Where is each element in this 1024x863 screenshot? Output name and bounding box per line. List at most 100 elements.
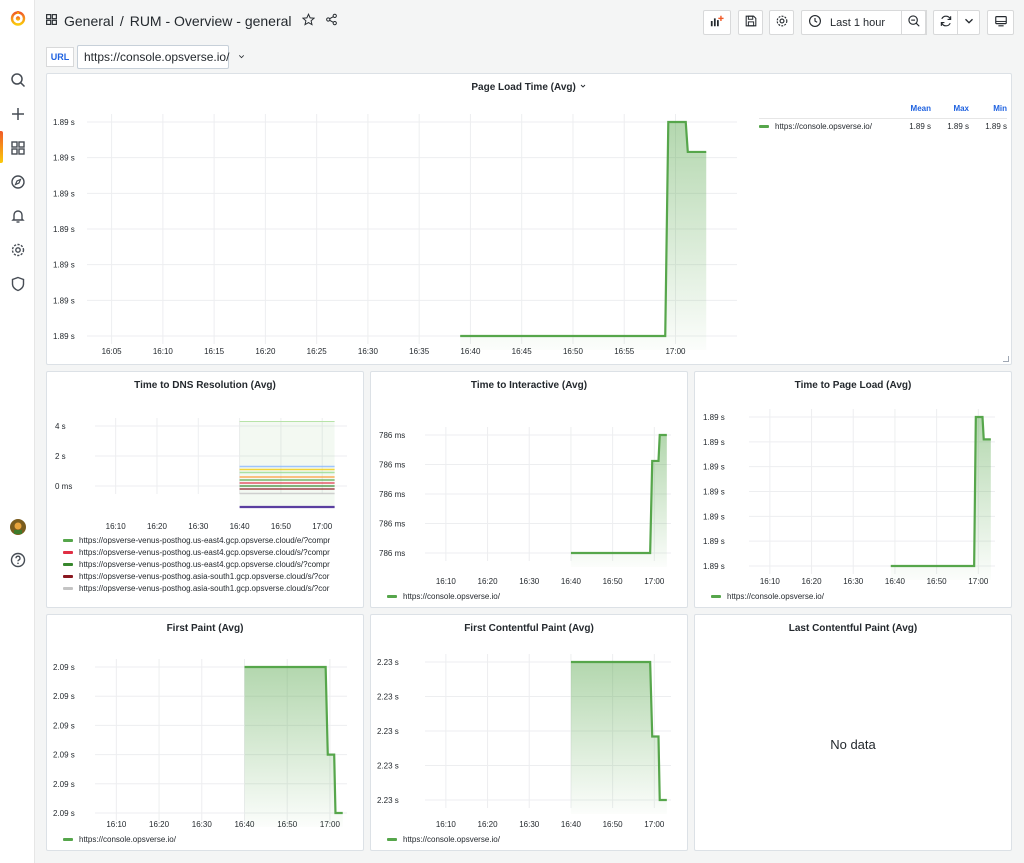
- panel-title[interactable]: Time to DNS Resolution (Avg): [134, 380, 276, 391]
- dashboard-title[interactable]: RUM - Overview - general: [129, 13, 292, 29]
- alert-bell-icon[interactable]: [0, 203, 35, 229]
- panel-title[interactable]: Last Contentful Paint (Avg): [788, 623, 918, 634]
- legend-item[interactable]: https://console.opsverse.io/: [63, 833, 176, 845]
- shield-icon[interactable]: [0, 271, 35, 297]
- panel-title[interactable]: Time to Page Load (Avg): [794, 380, 912, 391]
- panel-last-contentful-paint: Last Contentful Paint (Avg) No data: [694, 614, 1012, 851]
- search-icon[interactable]: [0, 67, 35, 93]
- y-tick-label: 1.89 s: [703, 413, 725, 422]
- refresh-interval-dropdown[interactable]: [957, 10, 980, 35]
- sidebar-active-indicator: [0, 131, 3, 163]
- x-tick-label: 16:10: [153, 347, 174, 356]
- panel-title[interactable]: Page Load Time (Avg): [47, 82, 1011, 93]
- grafana-logo[interactable]: [0, 5, 35, 31]
- legend-item[interactable]: https://opsverse-venus-posthog.asia-sout…: [63, 582, 330, 594]
- chart-time-to-interactive[interactable]: 786 ms 786 ms 786 ms 786 ms 786 ms 16:10 16:20…: [371, 372, 689, 590]
- legend-header-min[interactable]: Min: [993, 104, 1007, 113]
- help-icon[interactable]: [0, 547, 35, 573]
- x-tick-label: 16:45: [512, 347, 533, 356]
- series-color-swatch[interactable]: [63, 550, 73, 554]
- series-color-swatch[interactable]: [387, 594, 397, 598]
- x-tick-label: 17:00: [644, 577, 665, 586]
- legend-item[interactable]: https://console.opsverse.io/: [387, 590, 500, 602]
- series-color-swatch[interactable]: [63, 574, 73, 578]
- series-color-swatch[interactable]: [759, 125, 769, 128]
- legend-header-mean[interactable]: Mean: [910, 104, 931, 113]
- panel-title[interactable]: First Paint (Avg): [166, 623, 244, 634]
- y-tick-label: 2.23 s: [377, 658, 399, 667]
- y-tick-label: 2 s: [55, 452, 66, 461]
- series-color-swatch[interactable]: [387, 837, 397, 841]
- series-line: [570, 433, 667, 555]
- series-area: [890, 417, 991, 580]
- zoom-out-button[interactable]: [901, 10, 926, 35]
- chart-page-load-time[interactable]: 1.89 s 1.89 s 1.89 s 1.89 s 1.89 s 1.89 s 1.89…: [47, 74, 759, 366]
- share-icon[interactable]: [325, 13, 338, 29]
- legend-item[interactable]: https://opsverse-venus-posthog.us-east4.…: [63, 546, 330, 558]
- dashboard-settings-button[interactable]: [769, 10, 794, 35]
- star-icon[interactable]: [301, 13, 315, 29]
- x-tick-label: 16:50: [603, 820, 624, 829]
- legend-table-row[interactable]: https://console.opsverse.io/ 1.89 s 1.89…: [759, 118, 1007, 132]
- y-tick-label: 1.89 s: [703, 438, 725, 447]
- x-tick-label: 16:55: [614, 347, 635, 356]
- legend: https://console.opsverse.io/: [711, 590, 824, 602]
- series-color-swatch[interactable]: [63, 586, 73, 590]
- x-tick-label: 17:00: [644, 820, 665, 829]
- legend-min-value: 1.89 s: [985, 122, 1007, 131]
- series-color-swatch[interactable]: [63, 538, 73, 542]
- legend-item[interactable]: https://opsverse-venus-posthog.us-east4.…: [63, 558, 330, 570]
- series-line: [890, 415, 991, 568]
- x-tick-label: 16:40: [561, 577, 582, 586]
- tv-mode-icon: [994, 14, 1008, 31]
- gear-icon[interactable]: [0, 237, 35, 263]
- avatar[interactable]: [0, 514, 35, 540]
- breadcrumb-folder[interactable]: General: [64, 13, 114, 29]
- x-tick-label: 16:10: [106, 820, 127, 829]
- legend-item[interactable]: https://opsverse-venus-posthog.us-east4.…: [63, 534, 330, 546]
- tv-mode-button[interactable]: [987, 10, 1014, 35]
- y-tick-label: 0 ms: [55, 482, 72, 491]
- x-tick-label: 16:30: [519, 820, 540, 829]
- legend-item[interactable]: https://console.opsverse.io/: [387, 833, 500, 845]
- y-tick-label: 1.89 s: [703, 463, 725, 472]
- refresh-icon: [939, 14, 953, 31]
- series-line: [570, 660, 667, 802]
- resize-handle[interactable]: [1003, 356, 1009, 362]
- plus-icon[interactable]: [0, 101, 35, 127]
- series-color-swatch[interactable]: [63, 837, 73, 841]
- panel-first-contentful-paint: First Contentful Paint (Avg) 2.23 s 2.23 …: [370, 614, 688, 851]
- series-color-swatch[interactable]: [63, 562, 73, 566]
- y-tick-label: 1.89 s: [53, 296, 75, 305]
- series-color-swatch[interactable]: [711, 594, 721, 598]
- chevron-down-icon: [962, 14, 976, 31]
- chart-first-paint[interactable]: 2.09 s 2.09 s 2.09 s 2.09 s 2.09 s 2.09 s 16:1…: [47, 615, 365, 833]
- x-tick-label: 16:10: [436, 577, 457, 586]
- explore-icon[interactable]: [0, 169, 35, 195]
- panel-title[interactable]: Time to Interactive (Avg): [470, 380, 588, 391]
- add-panel-button[interactable]: [703, 10, 731, 35]
- chevron-down-icon: [237, 50, 246, 64]
- x-tick-label: 16:25: [307, 347, 328, 356]
- url-variable-label: URL: [46, 47, 74, 67]
- legend-item[interactable]: https://console.opsverse.io/: [711, 590, 824, 602]
- dashboards-icon[interactable]: [0, 135, 35, 161]
- chart-time-to-page-load[interactable]: 1.89 s 1.89 s 1.89 s 1.89 s 1.89 s 1.89 s 1.89…: [695, 372, 1013, 590]
- chart-first-contentful-paint[interactable]: 2.23 s 2.23 s 2.23 s 2.23 s 2.23 s 16:10 16:20…: [371, 615, 689, 833]
- y-tick-label: 2.09 s: [53, 809, 75, 818]
- x-tick-label: 16:30: [192, 820, 213, 829]
- chart-dns-resolution[interactable]: 4 s 2 s 0 ms 16:10 16:20 16:30 16:40 16:50 17:00: [47, 372, 364, 532]
- url-variable-select[interactable]: https://console.opsverse.io/: [77, 45, 245, 69]
- x-tick-label: 16:50: [563, 347, 584, 356]
- panel-title[interactable]: First Contentful Paint (Avg): [464, 623, 594, 634]
- legend-item[interactable]: https://opsverse-venus-posthog.asia-sout…: [63, 570, 330, 582]
- save-dashboard-button[interactable]: [738, 10, 763, 35]
- top-bar: General / RUM - Overview - general Last …: [35, 0, 1024, 44]
- legend-header-max[interactable]: Max: [953, 104, 969, 113]
- series-area: [460, 122, 707, 350]
- x-tick-label: 16:40: [885, 577, 906, 586]
- series-line: [244, 665, 343, 815]
- legend: https://console.opsverse.io/: [63, 833, 176, 845]
- refresh-button[interactable]: [933, 10, 958, 35]
- y-tick-label: 1.89 s: [53, 261, 75, 270]
